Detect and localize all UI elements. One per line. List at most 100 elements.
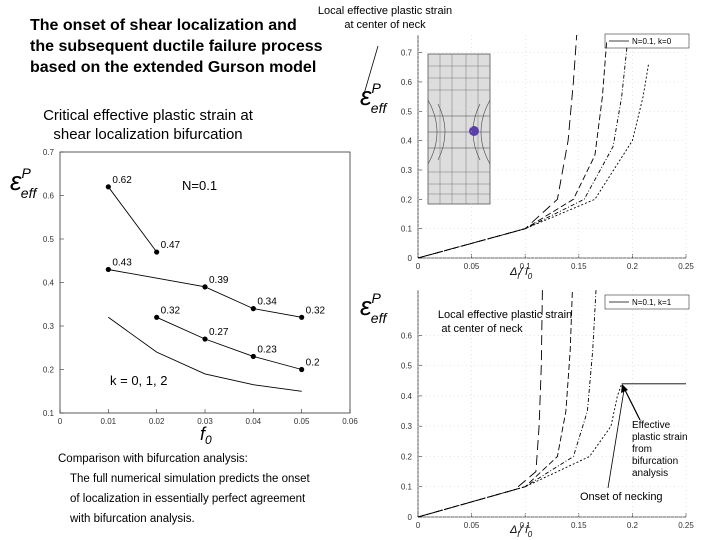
annotation: at center of neck [441,323,523,335]
series-line [107,186,158,253]
y-tick-label: 0.2 [401,452,413,461]
x-tick-label: 0.05 [464,262,480,271]
chart: 00.10.20.30.40.50.60 0.05 0.1 0.15 0.2 0.25εP… [360,289,694,539]
series-line [156,316,302,370]
arrow-head [621,384,628,393]
y-tick-label: 0.5 [401,362,413,371]
legend-box [604,33,690,49]
data-label: 0.43 [112,257,132,268]
x-tick-label: 0 [416,262,421,271]
x-tick-label: 0.15 [571,262,587,271]
x-axis-label: Δl/ l0 [509,524,533,539]
annotation: Local effective plastic strain [438,309,572,321]
x-tick-label: 0.1 [520,262,532,271]
y-tick-label: 0.4 [401,137,413,146]
y-tick-label: 0.5 [401,107,413,116]
y-tick-label: 0.1 [401,225,413,234]
y-tick-label: 0 [408,513,413,522]
data-label: 0.27 [209,327,229,338]
annotation: Onset of necking [580,491,663,503]
data-label: 0.32 [161,305,181,316]
x-label-rest: / l [518,524,528,536]
annotation: analysis [632,468,668,479]
y-tick-label: 0.7 [43,148,55,157]
y-tick-label: 0 [408,254,413,263]
pointer-line [607,389,625,489]
y-axis-label: εP eff [360,80,388,116]
y-tick-label: 0.1 [401,483,413,492]
data-label: 0.34 [257,297,277,308]
y-tick-label: 0.4 [401,392,413,401]
y-tick-label: 0.7 [401,49,413,58]
y-tick-label: 0.2 [43,366,55,375]
annotation: k = 0, 1, 2 [110,373,167,388]
x-label-rest: / l [518,266,528,278]
legend-box [604,294,690,310]
y-tick-label: 0.3 [401,166,413,175]
symbol: ε [360,81,372,111]
x-tick-label: 0.05 [464,521,480,530]
data-point [299,314,305,320]
data-label: 0.23 [257,344,277,355]
subscript: eff [371,310,389,326]
superscript: P [371,290,381,306]
y-tick-label: 0.4 [43,279,55,288]
subscript: 0 [205,433,212,447]
annotation: at center of neck [344,19,426,31]
data-point [202,336,208,342]
y-tick-label: 0.6 [43,192,55,201]
data-label: 0.62 [112,175,132,186]
y-tick-label: 0.5 [43,235,55,244]
caption-line: of localization in essentially perfect a… [70,493,306,505]
annotation: plastic strain [632,432,688,443]
data-point [105,184,111,190]
x-tick-label: 0.1 [520,521,532,530]
caption-heading: Comparison with bifurcation analysis: [58,453,248,465]
data-label: 0.47 [161,240,181,251]
chart: 00.10.20.30.40.50.60.70 0.05 0.1 0.15 0.2 0.2… [318,5,694,281]
data-point [154,249,160,255]
legend-text: N=0.1, k=0 [632,37,672,46]
x-tick-label: 0.03 [197,417,213,426]
y-tick-label: 0.3 [401,422,413,431]
mesh-inset [427,53,491,205]
series-line [108,269,302,318]
x-tick-label: 0.04 [246,417,262,426]
data-point [299,366,305,373]
y-tick-label: 0.1 [43,409,55,418]
data-label: 0.39 [209,275,229,286]
subscript: eff [371,100,389,116]
subscript: 0 [528,530,533,539]
caption-line: with bifurcation analysis. [69,513,195,525]
data-point [250,306,256,312]
subtitle: shear localization bifurcation [53,126,242,143]
data-point [202,284,208,290]
x-tick-label: 0.15 [571,521,587,530]
y-axis-label: εP eff [360,290,388,326]
symbol: ε [360,291,372,321]
annotation: Local effective plastic strain [318,5,452,17]
x-tick-label: 0.25 [678,262,694,271]
slide-title: based on the extended Gurson model [30,59,316,76]
x-tick-label: 0.05 [294,417,310,426]
series-line [417,64,649,259]
x-tick-label: 0.25 [678,521,694,530]
symbol: Δ [509,524,517,536]
x-tick-label: 0.01 [101,417,117,426]
data-label: 0.32 [306,305,326,316]
subscript: eff [21,185,39,201]
subscript: 0 [528,272,533,281]
annotation: from [632,444,652,455]
slide-title: the subsequent ductile failure process [30,38,323,55]
x-tick-label: 0.02 [149,417,165,426]
x-tick-label: 0.06 [342,417,358,426]
data-label: 0.2 [306,358,320,369]
subtitle: Critical effective plastic strain at [43,107,254,124]
annotation: N=0.1 [182,178,217,193]
superscript: P [21,165,31,181]
data-point [250,353,256,360]
slide-title: The onset of shear localization and [30,17,297,34]
x-tick-label: 0 [58,417,63,426]
